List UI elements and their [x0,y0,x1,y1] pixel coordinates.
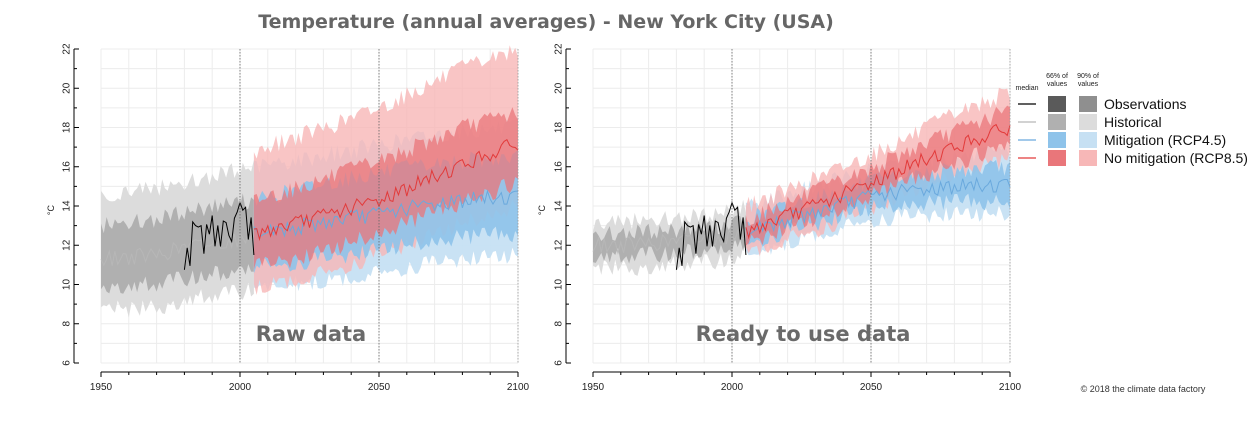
legend: median 66% of values 90% of values Observa… [1016,73,1248,166]
x-tick-label: 2050 [368,382,391,393]
legend-header-66: 66% of values [1046,73,1068,88]
historical-66-band [593,214,746,264]
legend-90-swatch [1079,150,1097,166]
y-tick-label: 8 [62,321,73,327]
historical-66-band [101,193,254,294]
y-tick-label: 14 [554,200,565,212]
x-tick-label: 2000 [229,382,252,393]
rcp85-66-band [253,107,518,270]
y-tick-label: 6 [62,360,73,366]
y-tick-label: 16 [62,161,73,173]
y-tick-label: 10 [62,279,73,291]
y-tick-label: 18 [62,122,73,134]
x-tick-label: 2100 [507,382,530,393]
y-tick-label: 12 [554,239,565,251]
chart-title: Temperature (annual averages) - New York… [258,11,834,33]
legend-item-rcp45: Mitigation (RCP4.5) [1018,132,1226,148]
rcp45-66-band [745,159,1010,247]
rcp45-median-line [745,176,1011,236]
historical-median-line [100,230,255,267]
panel-label-ready: Ready to use data [696,322,911,346]
x-tick-label: 2100 [999,382,1022,393]
raw-data-panel: 6 8 10 12 14 16 18 20 22 1950 2000 2050 2100 Raw dat… [46,43,530,393]
legend-66-swatch [1048,96,1066,112]
legend-label-historical: Historical [1104,114,1162,130]
y-tick-label: 20 [554,82,565,94]
x-tick-label: 1950 [90,382,113,393]
legend-item-historical: Historical [1018,114,1162,130]
y-tick-label: 6 [554,360,565,366]
legend-label-rcp45: Mitigation (RCP4.5) [1104,132,1226,148]
historical-median-line [592,227,747,255]
rcp85-median-line [745,123,1011,240]
legend-66-swatch [1048,132,1066,148]
y-tick-label: 22 [62,43,73,55]
x-tick-label: 2050 [860,382,883,393]
x-tick-label: 1950 [582,382,605,393]
panel-label-raw: Raw data [256,322,366,346]
y-tick-label: 18 [554,122,565,134]
y-tick-label: 20 [62,82,73,94]
legend-label-rcp85: No mitigation (RCP8.5) [1104,150,1248,166]
observations-line [675,200,747,270]
rcp45-median-line [253,189,519,238]
legend-label-observations: Observations [1104,96,1186,112]
legend-90-swatch [1079,114,1097,130]
y-tick-label: 16 [554,161,565,173]
y-tick-label: 14 [62,200,73,212]
y-unit-label-left: °C [46,204,56,215]
y-unit-label-right: °C [537,204,547,215]
grid [592,48,1011,364]
observations-line [183,200,255,270]
legend-item-observations: Observations [1018,96,1186,112]
y-tick-label: 12 [62,239,73,251]
legend-item-rcp85: No mitigation (RCP8.5) [1018,150,1248,166]
ready-to-use-panel: 6 8 10 12 14 16 18 20 22 1950 2000 2050 2100 Ready t… [537,43,1022,393]
legend-90-swatch [1079,96,1097,112]
credit-text: © 2018 the climate data factory [1081,384,1206,394]
y-tick-label: 10 [554,279,565,291]
legend-66-swatch [1048,150,1066,166]
legend-header-median: median [1016,85,1039,92]
y-tick-label: 22 [554,43,565,55]
legend-header-90: 90% of values [1077,73,1099,88]
rcp85-median-line [253,138,519,242]
legend-90-swatch [1079,132,1097,148]
y-tick-label: 8 [554,321,565,327]
legend-66-swatch [1048,114,1066,130]
x-tick-label: 2000 [721,382,744,393]
